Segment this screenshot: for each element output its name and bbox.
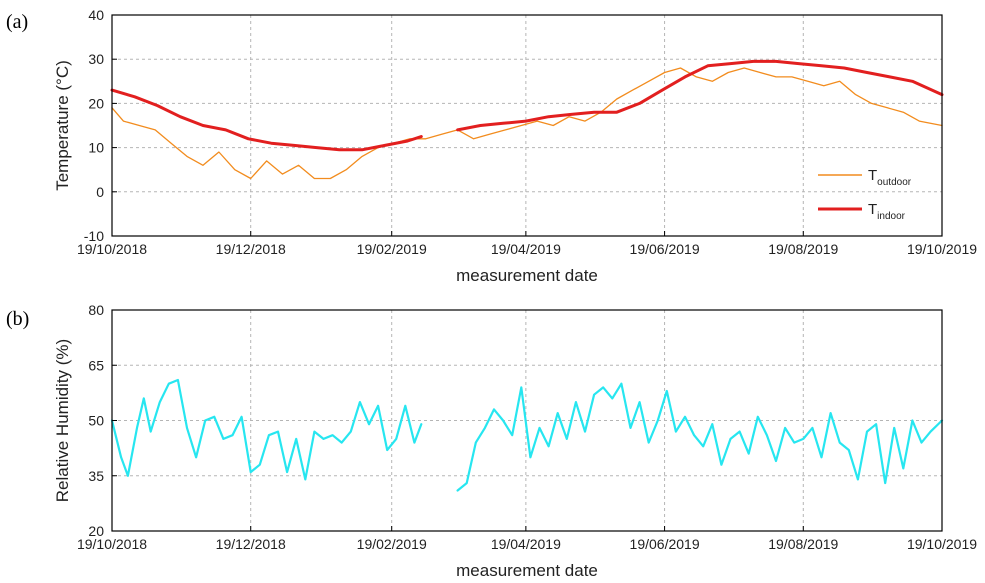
y-tick-label: 80	[88, 302, 104, 318]
y-tick-label: -10	[84, 228, 104, 244]
humidity-chart: 19/10/2018 19/12/2018 19/02/2019 19/04/2019…	[53, 302, 977, 580]
x-tick-label: 19/10/2019	[907, 536, 977, 552]
x-tick-label: 19/02/2019	[357, 241, 427, 257]
y-tick-label: 10	[88, 140, 104, 156]
x-tick-label: 19/02/2019	[357, 536, 427, 552]
legend-label-outdoor: Toutdoor	[868, 167, 912, 188]
series-outdoor-line-segment-1	[111, 67, 943, 180]
x-tick-label: 19/04/2019	[491, 536, 561, 552]
plot-frame	[111, 14, 943, 237]
x-tick-label: 19/10/2018	[77, 241, 147, 257]
y-tick-label: 20	[88, 95, 104, 111]
y-tick-label: 40	[88, 7, 104, 23]
y-tick-label: 20	[88, 523, 104, 539]
temperature-chart: 19/10/2018 19/12/2018 19/02/2019 19/04/2019…	[53, 7, 977, 285]
legend: Toutdoor Tindoor	[818, 167, 912, 222]
x-tick-label: 19/10/2018	[77, 536, 147, 552]
x-tick-label: 19/10/2019	[907, 241, 977, 257]
x-tick-label: 19/08/2019	[768, 241, 838, 257]
x-tick-label: 19/06/2019	[630, 536, 700, 552]
series-humidity-line-segment-2	[456, 382, 944, 492]
x-tick-label: 19/12/2018	[216, 536, 286, 552]
legend-label-indoor: Tindoor	[868, 201, 906, 222]
y-tick-label: 0	[96, 184, 104, 200]
x-axis-title: measurement date	[456, 561, 598, 580]
x-tick-label: 19/08/2019	[768, 536, 838, 552]
series-humidity-line-segment-1	[110, 378, 423, 481]
x-axis-title: measurement date	[456, 266, 598, 285]
y-axis-title: Temperature (°C)	[53, 60, 72, 191]
x-tick-label: 19/04/2019	[491, 241, 561, 257]
series-indoor-line-segment-1	[110, 88, 423, 152]
y-tick-label: 65	[88, 357, 104, 373]
panel-label-b: (b)	[6, 308, 29, 330]
y-axis-title: Relative Humidity (%)	[53, 339, 72, 502]
panel-label-a: (a)	[6, 11, 28, 33]
y-tick-label: 30	[88, 51, 104, 67]
y-tick-label: 50	[88, 413, 104, 429]
y-tick-label: 35	[88, 468, 104, 484]
x-tick-label: 19/06/2019	[630, 241, 700, 257]
x-tick-label: 19/12/2018	[216, 241, 286, 257]
series-indoor-line-segment-2	[456, 59, 944, 132]
